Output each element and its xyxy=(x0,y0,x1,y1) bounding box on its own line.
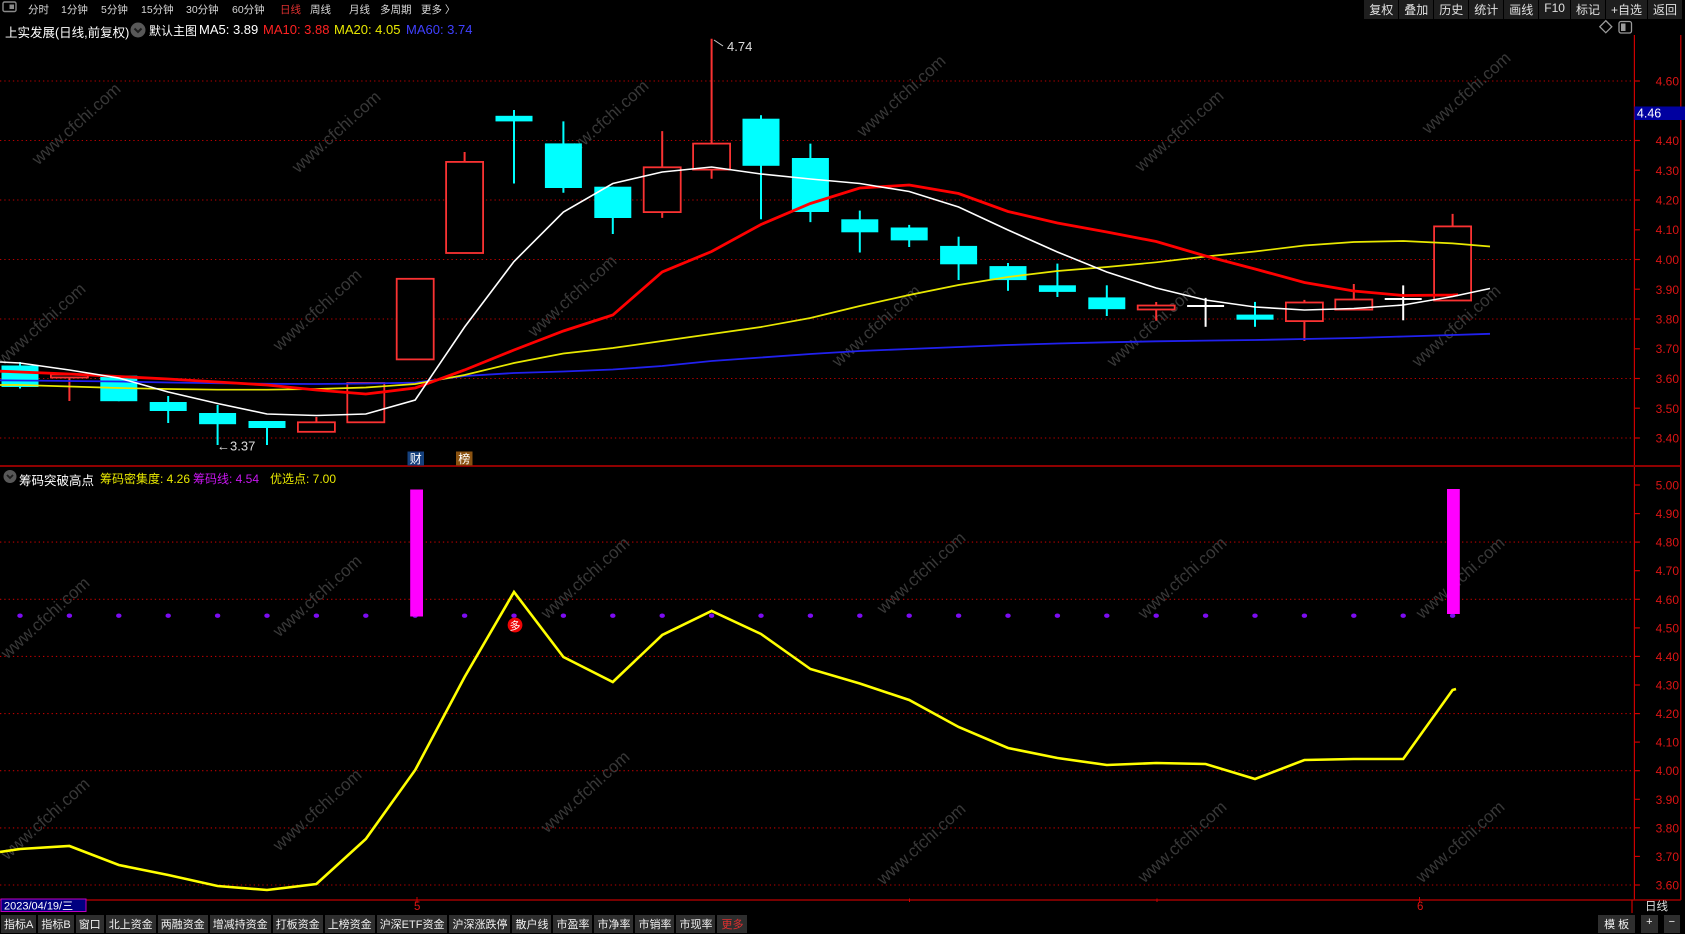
svg-text:3.90: 3.90 xyxy=(1656,283,1680,297)
svg-text:3.90: 3.90 xyxy=(1656,793,1680,807)
svg-text:4.20: 4.20 xyxy=(1656,194,1680,208)
svg-text:←3.37: ←3.37 xyxy=(217,439,255,454)
svg-text:www.cfchi.com: www.cfchi.com xyxy=(1411,797,1508,887)
svg-text:4.30: 4.30 xyxy=(1656,679,1680,693)
svg-text:www.cfchi.com: www.cfchi.com xyxy=(872,799,969,889)
svg-text:www.cfchi.com: www.cfchi.com xyxy=(1417,48,1514,138)
svg-text:3.60: 3.60 xyxy=(1656,372,1680,386)
svg-text:4.70: 4.70 xyxy=(1656,564,1680,578)
svg-text:4.40: 4.40 xyxy=(1656,650,1680,664)
svg-text:3.80: 3.80 xyxy=(1656,821,1680,835)
svg-text:4.60: 4.60 xyxy=(1656,593,1680,607)
svg-text:3.40: 3.40 xyxy=(1656,432,1680,446)
svg-text:4.74: 4.74 xyxy=(727,39,752,54)
svg-text:www.cfchi.com: www.cfchi.com xyxy=(268,551,365,641)
svg-text:www.cfchi.com: www.cfchi.com xyxy=(1411,533,1508,623)
svg-text:www.cfchi.com: www.cfchi.com xyxy=(0,573,93,663)
svg-text:www.cfchi.com: www.cfchi.com xyxy=(268,265,365,355)
svg-text:3.50: 3.50 xyxy=(1656,402,1680,416)
svg-text:www.cfchi.com: www.cfchi.com xyxy=(852,51,949,141)
svg-text:4.50: 4.50 xyxy=(1656,621,1680,635)
svg-text:4.46: 4.46 xyxy=(1637,107,1661,121)
svg-text:4.60: 4.60 xyxy=(1656,75,1680,89)
svg-text:4.20: 4.20 xyxy=(1656,707,1680,721)
svg-text:榜: 榜 xyxy=(458,451,470,466)
svg-text:4.30: 4.30 xyxy=(1656,164,1680,178)
svg-text:5.00: 5.00 xyxy=(1656,479,1680,493)
svg-text:3.80: 3.80 xyxy=(1656,313,1680,327)
svg-text:www.cfchi.com: www.cfchi.com xyxy=(1133,797,1230,887)
svg-text:3.60: 3.60 xyxy=(1656,879,1680,893)
svg-text:财: 财 xyxy=(410,452,422,466)
svg-text:www.cfchi.com: www.cfchi.com xyxy=(536,747,633,837)
svg-text:4.80: 4.80 xyxy=(1656,536,1680,550)
svg-text:4.40: 4.40 xyxy=(1656,134,1680,148)
svg-text:日线: 日线 xyxy=(1645,899,1668,913)
svg-text:4.10: 4.10 xyxy=(1656,736,1680,750)
svg-text:3.70: 3.70 xyxy=(1656,850,1680,864)
svg-text:5: 5 xyxy=(414,901,420,913)
svg-text:www.cfchi.com: www.cfchi.com xyxy=(287,87,384,177)
svg-text:4.00: 4.00 xyxy=(1656,764,1680,778)
svg-text:www.cfchi.com: www.cfchi.com xyxy=(27,79,124,169)
svg-text:www.cfchi.com: www.cfchi.com xyxy=(1133,533,1230,623)
svg-text:4.10: 4.10 xyxy=(1656,223,1680,237)
svg-text:6: 6 xyxy=(1417,901,1423,913)
svg-text:4.90: 4.90 xyxy=(1656,507,1680,521)
svg-text:2023/04/19/三: 2023/04/19/三 xyxy=(4,901,73,913)
svg-text:www.cfchi.com: www.cfchi.com xyxy=(0,279,89,369)
svg-text:4.00: 4.00 xyxy=(1656,253,1680,267)
svg-text:www.cfchi.com: www.cfchi.com xyxy=(1130,86,1227,176)
svg-text:3.70: 3.70 xyxy=(1656,342,1680,356)
svg-text:www.cfchi.com: www.cfchi.com xyxy=(536,533,633,623)
svg-text:www.cfchi.com: www.cfchi.com xyxy=(268,765,365,855)
svg-text:多: 多 xyxy=(510,619,521,633)
